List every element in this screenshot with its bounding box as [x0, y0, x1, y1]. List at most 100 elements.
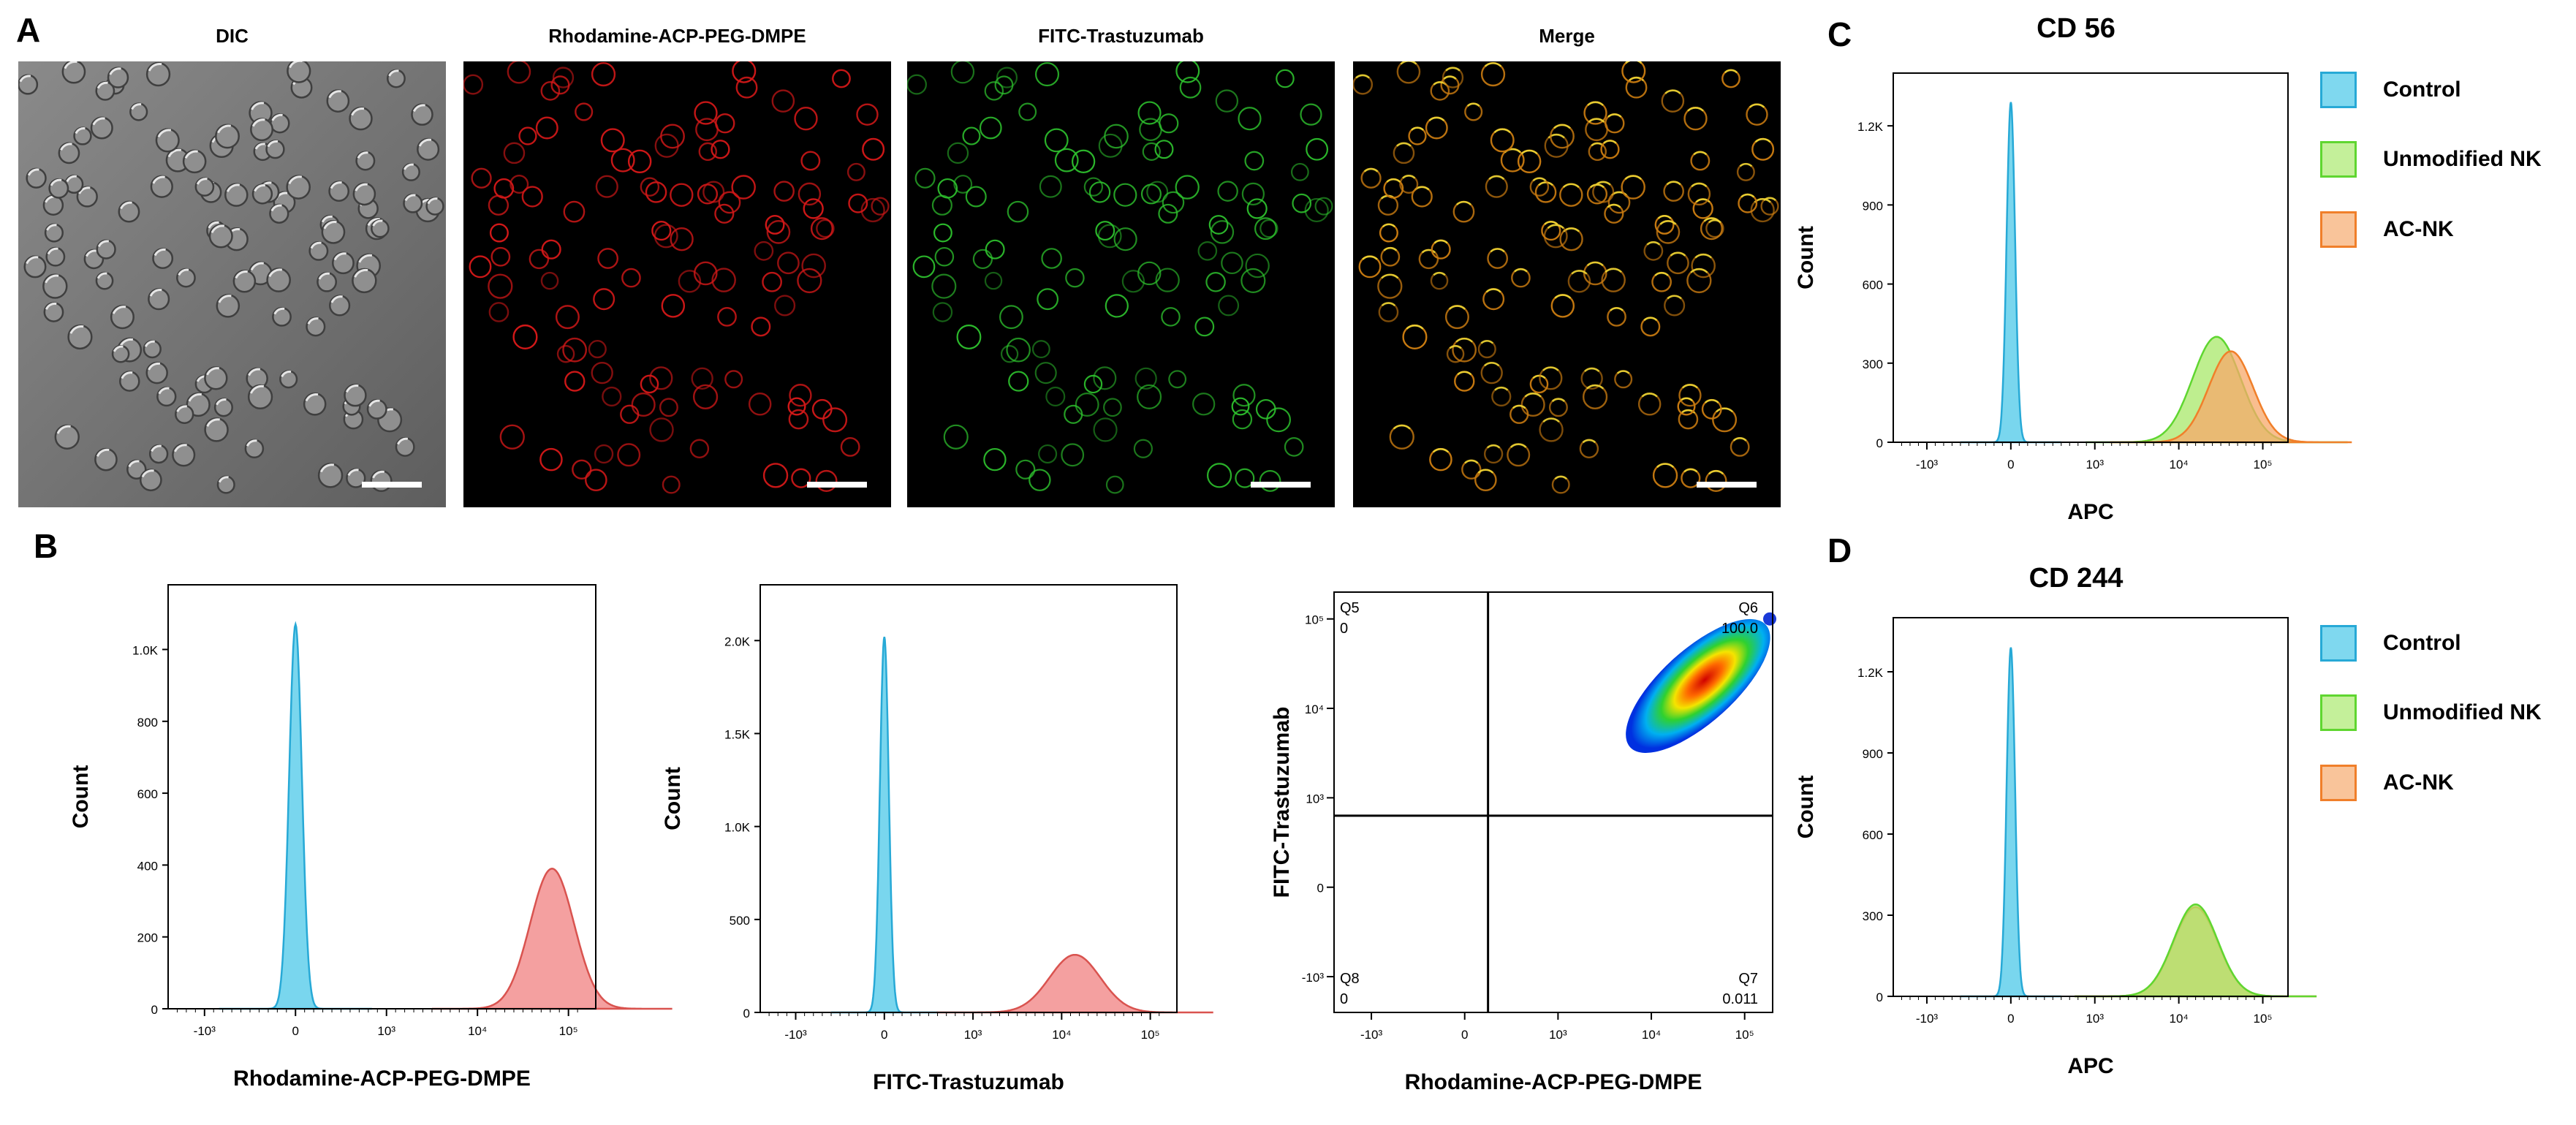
cell — [488, 273, 513, 299]
cell — [1396, 61, 1421, 84]
cell-yellow — [1724, 69, 1738, 74]
cell — [840, 436, 860, 457]
cell-highlight — [96, 448, 110, 457]
cell — [649, 417, 674, 442]
cell — [617, 443, 641, 467]
cell-yellow — [1607, 113, 1622, 118]
plot-frame — [1893, 617, 2289, 997]
cell — [972, 249, 993, 270]
cell-yellow — [1749, 103, 1765, 108]
legend-swatch-unmodified — [2320, 694, 2357, 731]
cell-yellow — [1464, 459, 1479, 464]
cell-yellow — [1664, 89, 1681, 94]
edge-events — [1763, 612, 1776, 626]
cell-highlight — [388, 69, 399, 77]
cell — [1044, 128, 1069, 153]
legend-swatch-control — [2320, 625, 2357, 662]
cell — [1093, 417, 1118, 442]
cell — [1208, 215, 1229, 235]
legend-swatch-acnk — [2320, 211, 2357, 248]
cell-yellow — [1605, 268, 1622, 273]
y-tick-label: 0 — [1876, 436, 1883, 450]
cell-yellow — [1666, 181, 1681, 186]
cell — [788, 409, 809, 430]
cell-highlight — [217, 124, 231, 134]
y-tick-label: 1.0K — [724, 821, 751, 835]
cell — [933, 223, 952, 243]
cell-highlight — [254, 143, 266, 150]
cell — [1314, 197, 1333, 216]
cell-yellow — [1362, 255, 1378, 260]
cell-highlight — [372, 219, 383, 227]
panel-label-b: B — [34, 527, 58, 565]
cell — [1155, 268, 1180, 292]
y-tick-label: 0 — [743, 1007, 750, 1020]
cell — [649, 366, 673, 390]
cell — [1254, 217, 1277, 240]
cell-highlight — [120, 201, 132, 210]
x-tick-label: -10³ — [1916, 1012, 1939, 1026]
y-tick-label: 300 — [1863, 357, 1883, 371]
cell-highlight — [173, 444, 187, 452]
cell-yellow — [1683, 468, 1698, 473]
cell — [588, 340, 607, 359]
cell-highlight — [250, 262, 265, 271]
cell — [798, 182, 822, 206]
histogram-control — [831, 636, 938, 1014]
cell — [678, 270, 702, 293]
micro-title-fitc: FITC-Trastuzumab — [1038, 25, 1204, 47]
cell — [694, 101, 718, 125]
cell — [766, 220, 791, 244]
x-tick-label: 10⁴ — [2170, 458, 2189, 471]
cell — [1215, 89, 1239, 113]
cell — [714, 203, 735, 224]
cell — [654, 224, 678, 249]
cell — [848, 193, 868, 213]
cell-yellow — [1659, 220, 1677, 225]
cell — [509, 174, 529, 194]
cell-yellow — [1396, 142, 1412, 147]
cell-highlight — [345, 384, 359, 393]
cell-yellow — [1553, 124, 1571, 129]
cell — [488, 302, 509, 322]
y-tick-label: 0 — [151, 1003, 158, 1017]
x-tick-label: 10³ — [2086, 1012, 2104, 1026]
histogram-red — [936, 953, 1213, 1014]
cell-yellow — [1400, 61, 1417, 65]
cell-highlight — [206, 367, 220, 376]
cell — [1140, 183, 1162, 205]
cell — [659, 398, 678, 417]
y-tick-label: 800 — [137, 716, 158, 730]
cell-highlight — [235, 270, 249, 279]
cell — [947, 142, 969, 164]
cell-yellow — [1493, 128, 1511, 134]
cell-highlight — [176, 405, 188, 412]
cell — [751, 317, 771, 337]
micro-title-merge: Merge — [1539, 25, 1595, 47]
histogram-control — [219, 621, 372, 1010]
y-tick-label: 1.0K — [132, 643, 159, 657]
cell-highlight — [56, 425, 71, 434]
cell-yellow — [1520, 149, 1538, 155]
quadrant-q6-value: 100.0 — [1721, 621, 1758, 637]
legend-label-unmodified: Unmodified NK — [2383, 147, 2542, 171]
cell — [1168, 370, 1187, 389]
x-tick-label: 10⁴ — [2170, 1012, 2189, 1026]
cell — [1137, 384, 1162, 409]
cell — [564, 371, 586, 392]
cell-highlight — [109, 67, 121, 75]
cell-yellow — [1449, 345, 1462, 349]
cell — [791, 468, 811, 488]
cell — [499, 424, 525, 450]
cell — [1154, 140, 1174, 159]
cell — [593, 288, 615, 311]
scale-bar — [1697, 482, 1757, 488]
cell-yellow — [1421, 249, 1436, 254]
cell — [832, 69, 851, 88]
x-tick-label: 0 — [292, 1024, 299, 1038]
cell-highlight — [319, 463, 335, 473]
cell-yellow — [1386, 178, 1401, 183]
cell-highlight — [131, 103, 142, 110]
cell — [1235, 468, 1255, 488]
cell — [1194, 317, 1215, 337]
